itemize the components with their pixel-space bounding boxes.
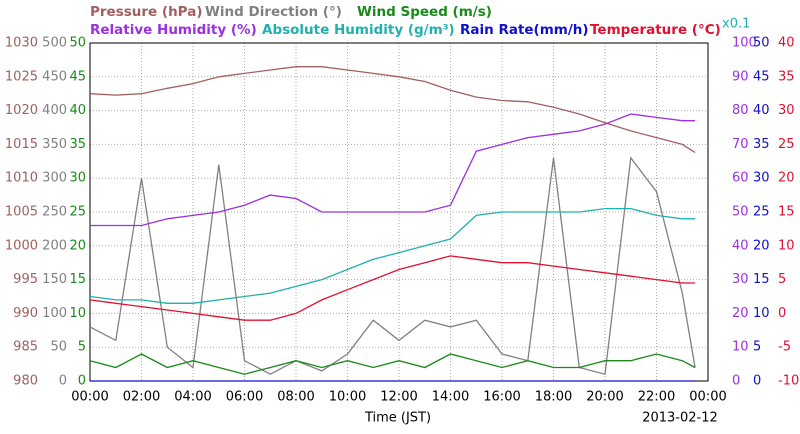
y-tick-label: 40 (69, 103, 86, 118)
y-tick-label: 0 (778, 306, 786, 321)
legend-label: Absolute Humidity (g/m³) (262, 22, 455, 38)
legend-label: Wind Speed (m/s) (357, 4, 492, 20)
legend-label: Pressure (hPa) (90, 4, 203, 20)
y-tick-label: 25 (778, 137, 795, 152)
series-line (90, 113, 696, 227)
y-tick-label: 990 (13, 306, 38, 321)
y-tick-label: 15 (778, 205, 795, 220)
x-tick-label: 06:00 (226, 390, 263, 405)
y-tick-label: 30 (753, 171, 770, 186)
x-tick-label: 10:00 (329, 390, 366, 405)
legend-label: Temperature (°C) (590, 22, 721, 38)
y-tick-label: 1005 (5, 205, 38, 220)
x-tick-label: 22:00 (638, 390, 675, 405)
series-line (89, 353, 696, 375)
y-tick-label: 45 (69, 69, 86, 84)
series-line (89, 66, 696, 154)
y-tick-label: 450 (42, 69, 67, 84)
y-tick-label: 30 (732, 272, 749, 287)
y-tick-label: 20 (778, 171, 795, 186)
y-tick-label: 1000 (5, 238, 38, 253)
legend-label: Wind Direction (°) (205, 4, 342, 20)
x-tick-label: 12:00 (380, 390, 417, 405)
y-tick-label: 350 (42, 137, 67, 152)
y-tick-label: 500 (42, 36, 67, 51)
y-tick-label: 980 (13, 374, 38, 389)
y-tick-label: 35 (778, 69, 795, 84)
y-tick-label: 25 (69, 205, 86, 220)
x-tick-label: 00:00 (689, 390, 726, 405)
y-tick-label: 15 (753, 272, 770, 287)
y-tick-label: 0 (753, 374, 761, 389)
y-tick-label: -10 (778, 374, 799, 389)
y-tick-label: 995 (13, 272, 38, 287)
x-tick-label: 18:00 (535, 390, 572, 405)
y-tick-label: 50 (50, 340, 67, 355)
x-tick-label: 20:00 (586, 390, 623, 405)
y-tick-label: 40 (778, 36, 795, 51)
y-tick-label: 1015 (5, 137, 38, 152)
y-tick-label: 5 (753, 340, 761, 355)
legend-label: Rain Rate(mm/h) (460, 22, 589, 38)
y-tick-label: 35 (753, 137, 770, 152)
y-tick-label: 40 (753, 103, 770, 118)
y-tick-label: 5 (78, 340, 86, 355)
y-tick-label: 20 (753, 238, 770, 253)
y-tick-label: 20 (732, 306, 749, 321)
y-tick-label: 1030 (5, 36, 38, 51)
y-tick-label: 35 (69, 137, 86, 152)
y-tick-label: 1020 (5, 103, 38, 118)
y-tick-label: 70 (732, 137, 749, 152)
y-tick-label: 1010 (5, 171, 38, 186)
x-tick-label: 16:00 (483, 390, 520, 405)
y-tick-label: 985 (13, 340, 38, 355)
y-tick-label: 0 (78, 374, 86, 389)
y-tick-label: 90 (732, 69, 749, 84)
y-tick-label: 200 (42, 238, 67, 253)
y-tick-label: 10 (778, 238, 795, 253)
x-axis-label: Time (JST) (364, 411, 431, 426)
y-tick-label: 80 (732, 103, 749, 118)
x-tick-label: 00:00 (71, 390, 108, 405)
y-tick-label: 5 (778, 272, 786, 287)
y-tick-label: -5 (778, 340, 791, 355)
x-tick-label: 08:00 (277, 390, 314, 405)
y-tick-label: 30 (778, 103, 795, 118)
y-tick-label: 100 (42, 306, 67, 321)
y-tick-label: 25 (753, 205, 770, 220)
y-tick-label: 50 (753, 36, 770, 51)
y-tick-label: 10 (753, 306, 770, 321)
series-line (89, 156, 696, 376)
y-tick-label: 50 (69, 36, 86, 51)
y-tick-label: 45 (753, 69, 770, 84)
y-tick-label: 0 (732, 374, 740, 389)
y-tick-label: 250 (42, 205, 67, 220)
legend-label: Relative Humidity (%) (90, 22, 257, 38)
y-tick-label: 60 (732, 171, 749, 186)
y-tick-label: 400 (42, 103, 67, 118)
scale-note: x0.1 (722, 17, 750, 32)
y-tick-label: 10 (69, 306, 86, 321)
series-line (89, 255, 696, 321)
date-label: 2013-02-12 (642, 411, 718, 426)
y-tick-label: 300 (42, 171, 67, 186)
y-tick-label: 50 (732, 205, 749, 220)
x-tick-label: 02:00 (123, 390, 160, 405)
y-tick-label: 15 (69, 272, 86, 287)
x-tick-label: 04:00 (174, 390, 211, 405)
y-tick-label: 1025 (5, 69, 38, 84)
series-line (89, 207, 696, 304)
y-tick-label: 20 (69, 238, 86, 253)
y-tick-label: 40 (732, 238, 749, 253)
y-tick-label: 100 (732, 36, 757, 51)
y-tick-label: 150 (42, 272, 67, 287)
y-tick-label: 0 (59, 374, 67, 389)
y-tick-label: 10 (732, 340, 749, 355)
x-tick-label: 14:00 (432, 390, 469, 405)
y-tick-label: 30 (69, 171, 86, 186)
